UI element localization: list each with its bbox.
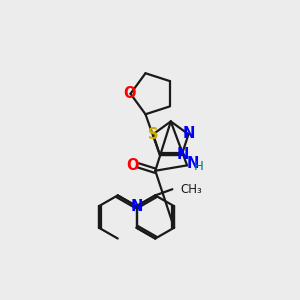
Text: N: N: [176, 147, 189, 162]
Text: N: N: [186, 156, 199, 171]
Text: N: N: [183, 126, 196, 141]
Text: H: H: [194, 160, 204, 173]
Text: CH₃: CH₃: [180, 183, 202, 196]
Text: O: O: [127, 158, 139, 173]
Text: S: S: [148, 127, 158, 142]
Text: O: O: [124, 86, 136, 101]
Text: N: N: [130, 200, 143, 214]
